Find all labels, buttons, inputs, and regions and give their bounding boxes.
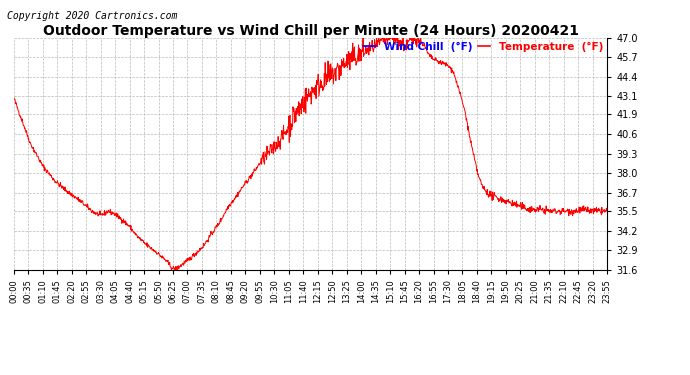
- Legend: Wind Chill  (°F), Temperature  (°F): Wind Chill (°F), Temperature (°F): [359, 38, 607, 56]
- Text: Copyright 2020 Cartronics.com: Copyright 2020 Cartronics.com: [7, 11, 177, 21]
- Title: Outdoor Temperature vs Wind Chill per Minute (24 Hours) 20200421: Outdoor Temperature vs Wind Chill per Mi…: [43, 24, 578, 38]
